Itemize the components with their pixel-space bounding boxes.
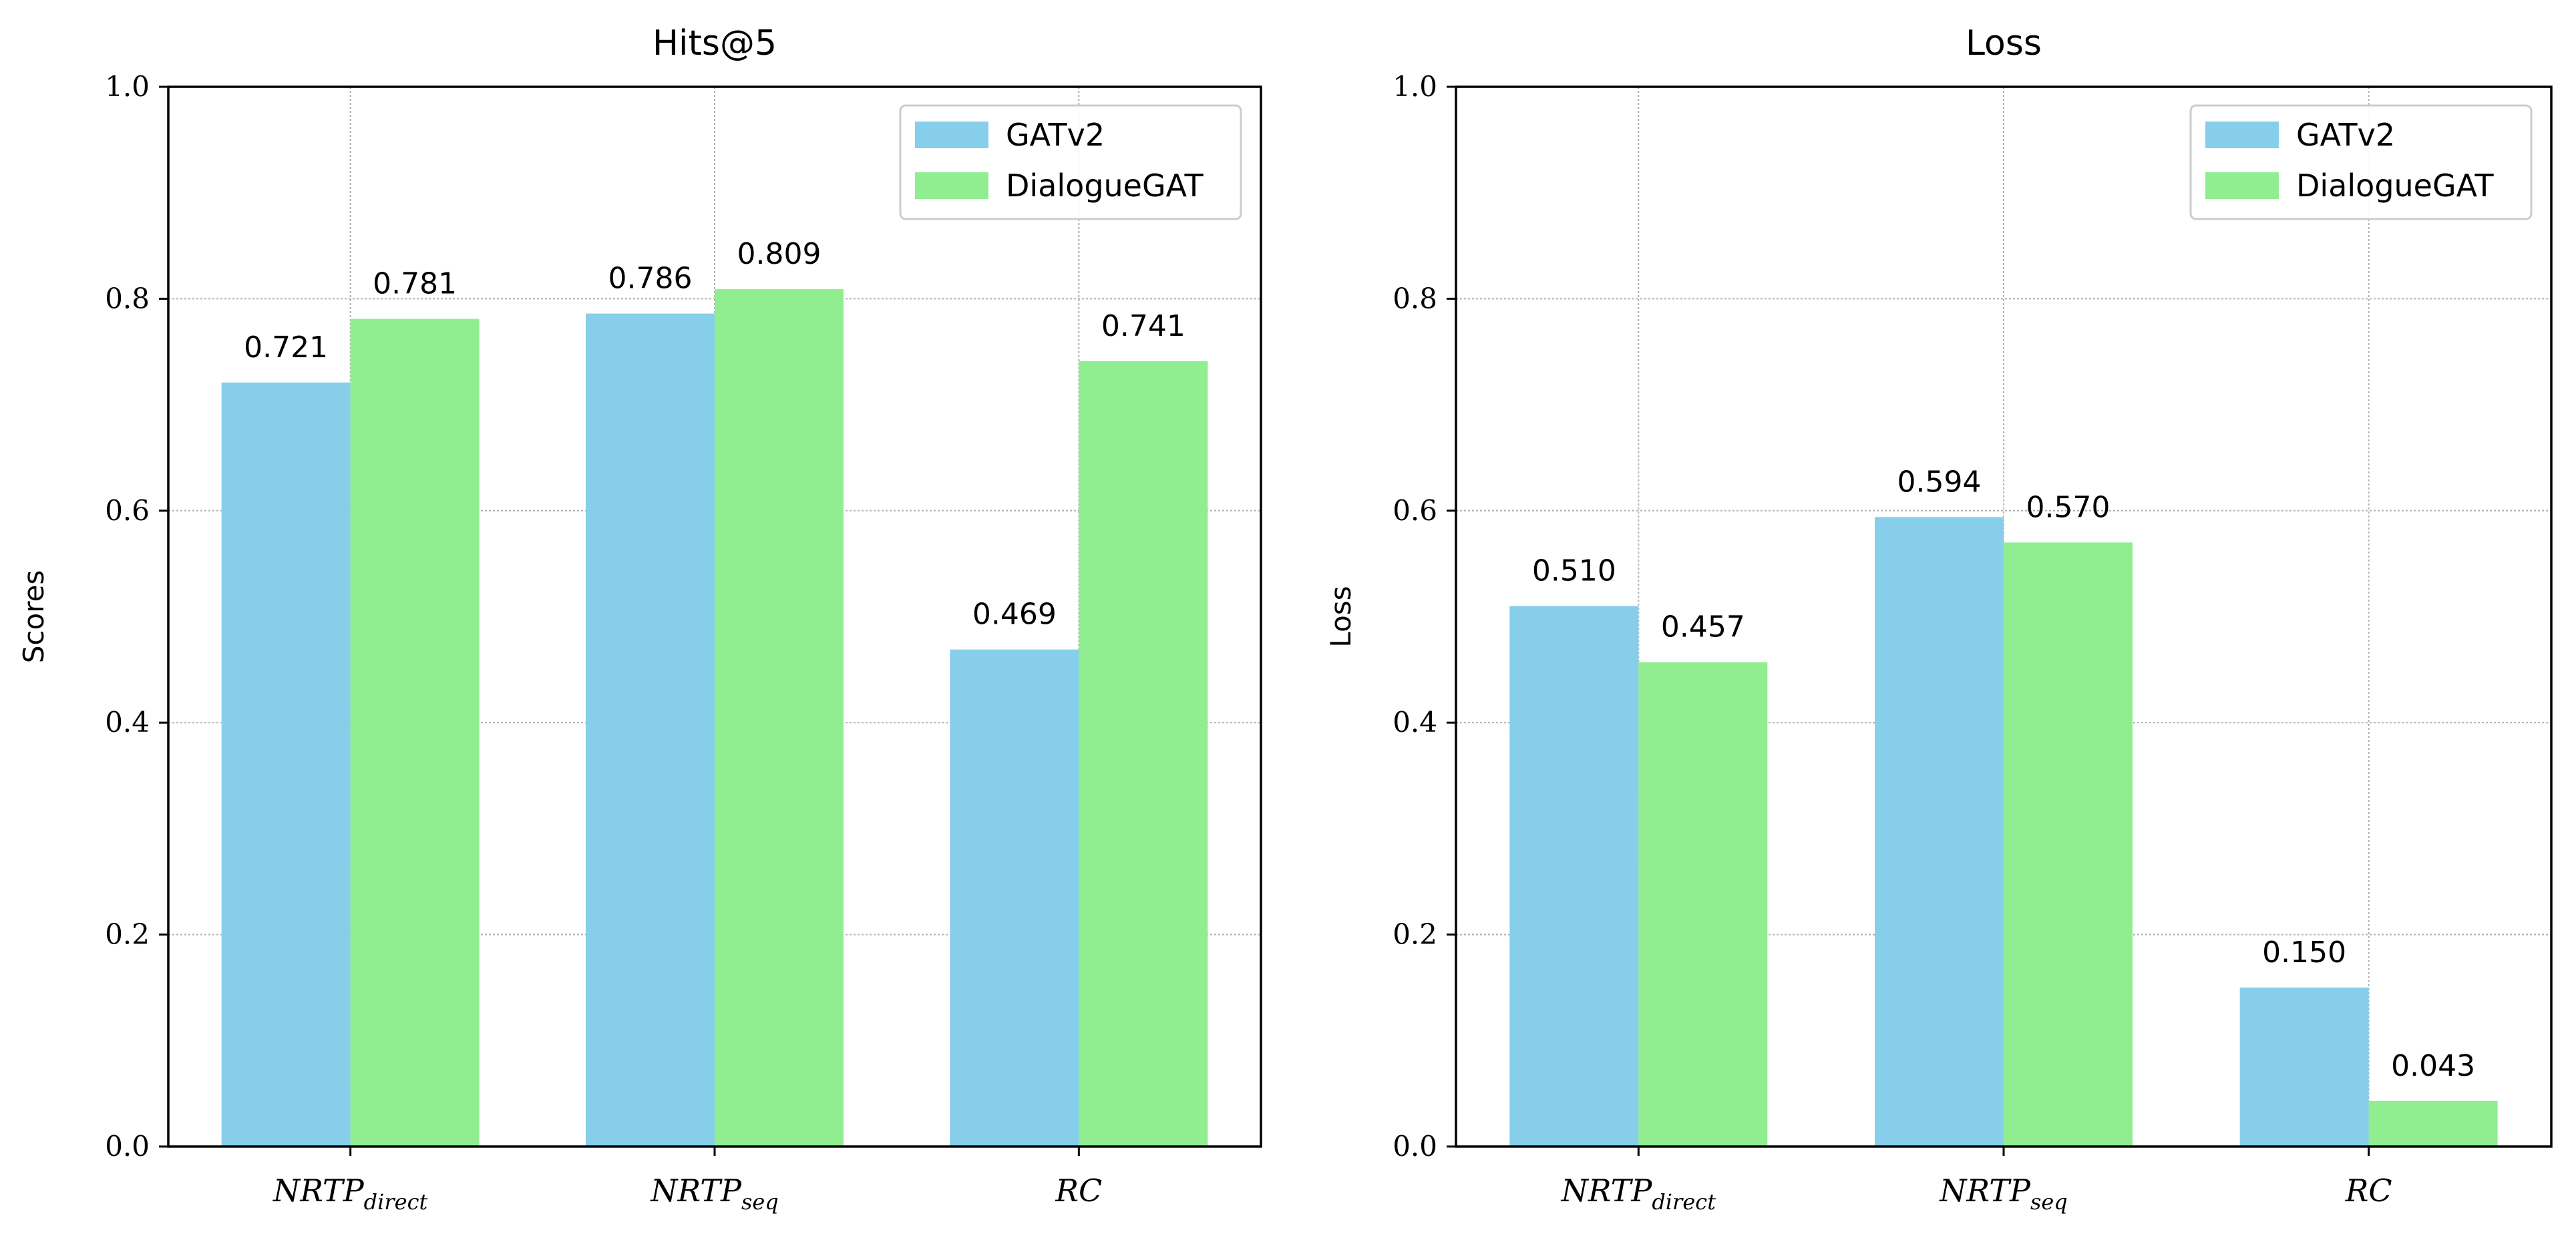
y-tick-label: 0.6 — [1393, 494, 1437, 527]
data-label: 0.570 — [2026, 490, 2110, 524]
bar-gatv2-1 — [586, 313, 715, 1147]
legend-label: GATv2 — [2296, 117, 2395, 153]
legend-swatch — [2205, 122, 2279, 148]
legend: GATv2 DialogueGAT — [899, 104, 1242, 220]
y-axis-label: Loss — [1324, 586, 1357, 647]
chart-panel-0: Hits@5 Scores 0.0 0.2 0.4 0.6 0.8 1.0 0.721 0.786… — [17, 23, 1262, 1215]
bar-dialoguegat-1 — [2004, 542, 2133, 1147]
y-tick-label: 0.2 — [105, 918, 150, 951]
data-label: 0.150 — [2262, 936, 2346, 970]
x-tick-label: NRTPdirect — [1561, 1173, 1716, 1215]
x-tick-label: NRTPdirect — [272, 1173, 428, 1215]
legend-label: GATv2 — [1006, 117, 1105, 153]
data-label: 0.510 — [1532, 554, 1616, 588]
legend-swatch — [915, 122, 988, 148]
x-tick-label: RC — [1055, 1173, 1102, 1209]
legend: GATv2 DialogueGAT — [2189, 104, 2533, 220]
y-axis-label: Scores — [17, 570, 50, 664]
y-tick-label: 1.0 — [105, 70, 150, 103]
y-tick-label: 1.0 — [1393, 70, 1437, 103]
data-label: 0.781 — [373, 267, 457, 301]
bar-dialoguegat-0 — [1638, 662, 1768, 1147]
y-tick-label: 0.4 — [105, 706, 150, 739]
bar-dialoguegat-2 — [2368, 1100, 2498, 1147]
bar-gatv2-0 — [221, 382, 351, 1147]
y-tick-label: 0.8 — [105, 282, 150, 315]
bar-gatv2-0 — [1509, 606, 1639, 1147]
data-label: 0.457 — [1661, 610, 1745, 644]
bar-gatv2-2 — [2239, 987, 2369, 1147]
data-label: 0.786 — [608, 262, 693, 296]
y-tick-label: 0.0 — [1393, 1130, 1437, 1163]
y-tick-label: 0.0 — [105, 1130, 150, 1163]
x-tick-label: RC — [2345, 1173, 2392, 1209]
bar-dialoguegat-0 — [350, 319, 480, 1147]
data-label: 0.809 — [737, 237, 821, 271]
y-tick-label: 0.4 — [1393, 706, 1437, 739]
data-label: 0.469 — [972, 598, 1057, 632]
bar-dialoguegat-1 — [715, 289, 844, 1147]
plot-frame — [167, 85, 1262, 1148]
x-tick-label: NRTPseq — [650, 1173, 779, 1215]
y-tick-label: 0.8 — [1393, 282, 1437, 315]
bar-dialoguegat-2 — [1079, 361, 1208, 1147]
bar-gatv2-1 — [1875, 517, 2004, 1147]
data-label: 0.721 — [244, 331, 328, 365]
data-label: 0.741 — [1101, 309, 1185, 343]
data-label: 0.043 — [2391, 1049, 2475, 1083]
data-label: 0.594 — [1897, 465, 1982, 499]
y-tick-label: 0.2 — [1393, 918, 1437, 951]
chart-panel-1: Loss Loss 0.0 0.2 0.4 0.6 0.8 1.0 0.510 0.594 0.15… — [1324, 23, 2553, 1215]
legend-swatch — [2205, 172, 2279, 199]
legend-swatch — [915, 172, 988, 199]
chart-title: Hits@5 — [653, 23, 777, 63]
plot-frame — [1455, 85, 2553, 1148]
chart-title: Loss — [1966, 23, 2042, 63]
bar-gatv2-2 — [950, 649, 1079, 1147]
y-tick-label: 0.6 — [105, 494, 150, 527]
legend-label: DialogueGAT — [2296, 168, 2495, 204]
legend-label: DialogueGAT — [1006, 168, 1204, 204]
x-tick-label: NRTPseq — [1939, 1173, 2068, 1215]
